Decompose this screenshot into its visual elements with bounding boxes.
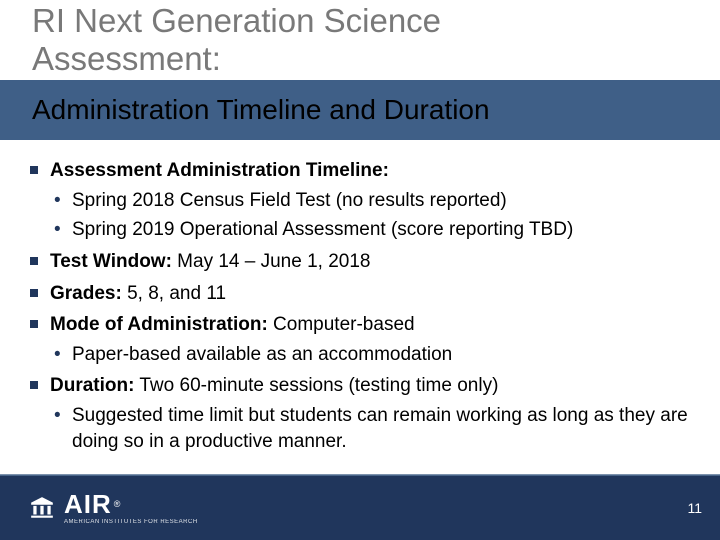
subtitle-band: Administration Timeline and Duration: [0, 80, 720, 140]
sub-bullet-list: Suggested time limit but students can re…: [50, 403, 690, 454]
logo-subtitle: AMERICAN INSTITUTES FOR RESEARCH: [64, 519, 198, 525]
institution-icon: [28, 494, 56, 522]
sub-bullet-list: Paper-based available as an accommodatio…: [50, 342, 690, 368]
list-item: Grades: 5, 8, and 11: [30, 281, 690, 307]
list-item-text: Computer-based: [268, 314, 415, 335]
list-item: Duration: Two 60-minute sessions (testin…: [30, 373, 690, 454]
sub-list-item: Spring 2019 Operational Assessment (scor…: [50, 217, 690, 243]
list-item: Test Window: May 14 – June 1, 2018: [30, 249, 690, 275]
logo-text: AIR® AMERICAN INSTITUTES FOR RESEARCH: [64, 491, 198, 525]
list-item-label: Test Window:: [50, 251, 172, 272]
list-item-label: Grades:: [50, 283, 122, 304]
logo-registered: ®: [114, 499, 121, 509]
subtitle-text: Administration Timeline and Duration: [32, 94, 490, 126]
list-item: Mode of Administration: Computer-based Pa…: [30, 312, 690, 367]
page-number: 11: [687, 500, 702, 516]
slide: RI Next Generation Science Assessment: A…: [0, 0, 720, 540]
sub-bullet-list: Spring 2018 Census Field Test (no result…: [50, 188, 690, 243]
sub-list-item: Spring 2018 Census Field Test (no result…: [50, 188, 690, 214]
logo-main: AIR: [64, 489, 112, 519]
title-line-2: Assessment:: [32, 40, 221, 81]
list-item-text: Two 60-minute sessions (testing time onl…: [134, 375, 498, 396]
list-item-label: Assessment Administration Timeline:: [50, 160, 389, 181]
footer: AIR® AMERICAN INSTITUTES FOR RESEARCH 11: [0, 476, 720, 540]
body-content: Assessment Administration Timeline: Sprin…: [30, 158, 690, 460]
list-item-label: Mode of Administration:: [50, 314, 268, 335]
sub-list-item: Suggested time limit but students can re…: [50, 403, 690, 454]
list-item-label: Duration:: [50, 375, 134, 396]
title-line-1: RI Next Generation Science: [0, 0, 720, 40]
sub-list-item: Paper-based available as an accommodatio…: [50, 342, 690, 368]
slide-title: RI Next Generation Science Assessment:: [0, 0, 720, 81]
list-item-text: May 14 – June 1, 2018: [172, 251, 371, 272]
list-item-text: 5, 8, and 11: [122, 283, 226, 304]
air-logo: AIR® AMERICAN INSTITUTES FOR RESEARCH: [28, 491, 198, 525]
bullet-list: Assessment Administration Timeline: Sprin…: [30, 158, 690, 454]
list-item: Assessment Administration Timeline: Sprin…: [30, 158, 690, 243]
